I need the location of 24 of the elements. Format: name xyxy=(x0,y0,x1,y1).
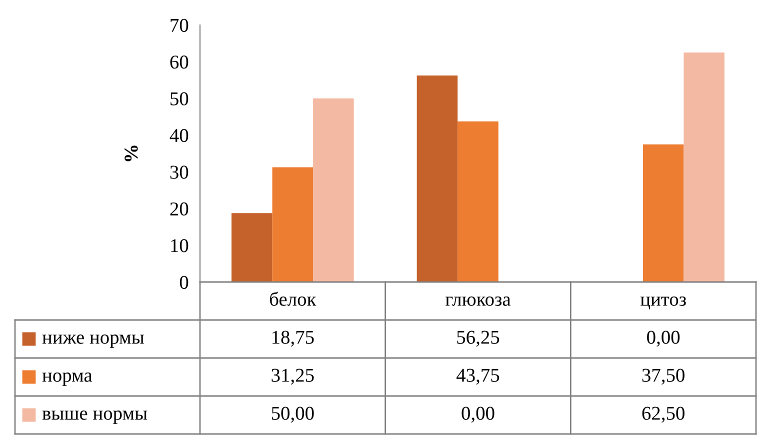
y-tick-label: 50 xyxy=(170,92,188,106)
x-tick-label: белок xyxy=(270,292,316,306)
x-tick-label: глюкоза xyxy=(446,296,511,306)
y-tick-label: 60 xyxy=(170,56,188,69)
data-label: 50,00 xyxy=(272,406,314,423)
legend-label: норма xyxy=(42,372,92,386)
y-tick-label: 70 xyxy=(170,18,188,32)
y-axis-title: % xyxy=(124,146,138,162)
data-label: 31,25 xyxy=(272,368,314,385)
data-label: 37,50 xyxy=(642,368,684,385)
data-label: 43,75 xyxy=(456,368,500,385)
y-tick-label: 0 xyxy=(180,276,188,289)
y-tick-label: 10 xyxy=(171,239,188,252)
legend-label: ниже нормы xyxy=(42,334,144,348)
y-tick-label: 40 xyxy=(170,128,188,142)
y-tick-label: 20 xyxy=(170,202,188,216)
data-label: 0,00 xyxy=(647,330,680,347)
data-label: 18,75 xyxy=(272,330,314,347)
data-label: 56,25 xyxy=(457,330,500,347)
legend-label: выше нормы xyxy=(42,410,148,424)
data-label: 62,50 xyxy=(642,406,684,423)
y-tick-label: 30 xyxy=(170,166,188,179)
x-tick-label: цитоз xyxy=(640,296,686,310)
data-label: 0,00 xyxy=(462,406,494,423)
